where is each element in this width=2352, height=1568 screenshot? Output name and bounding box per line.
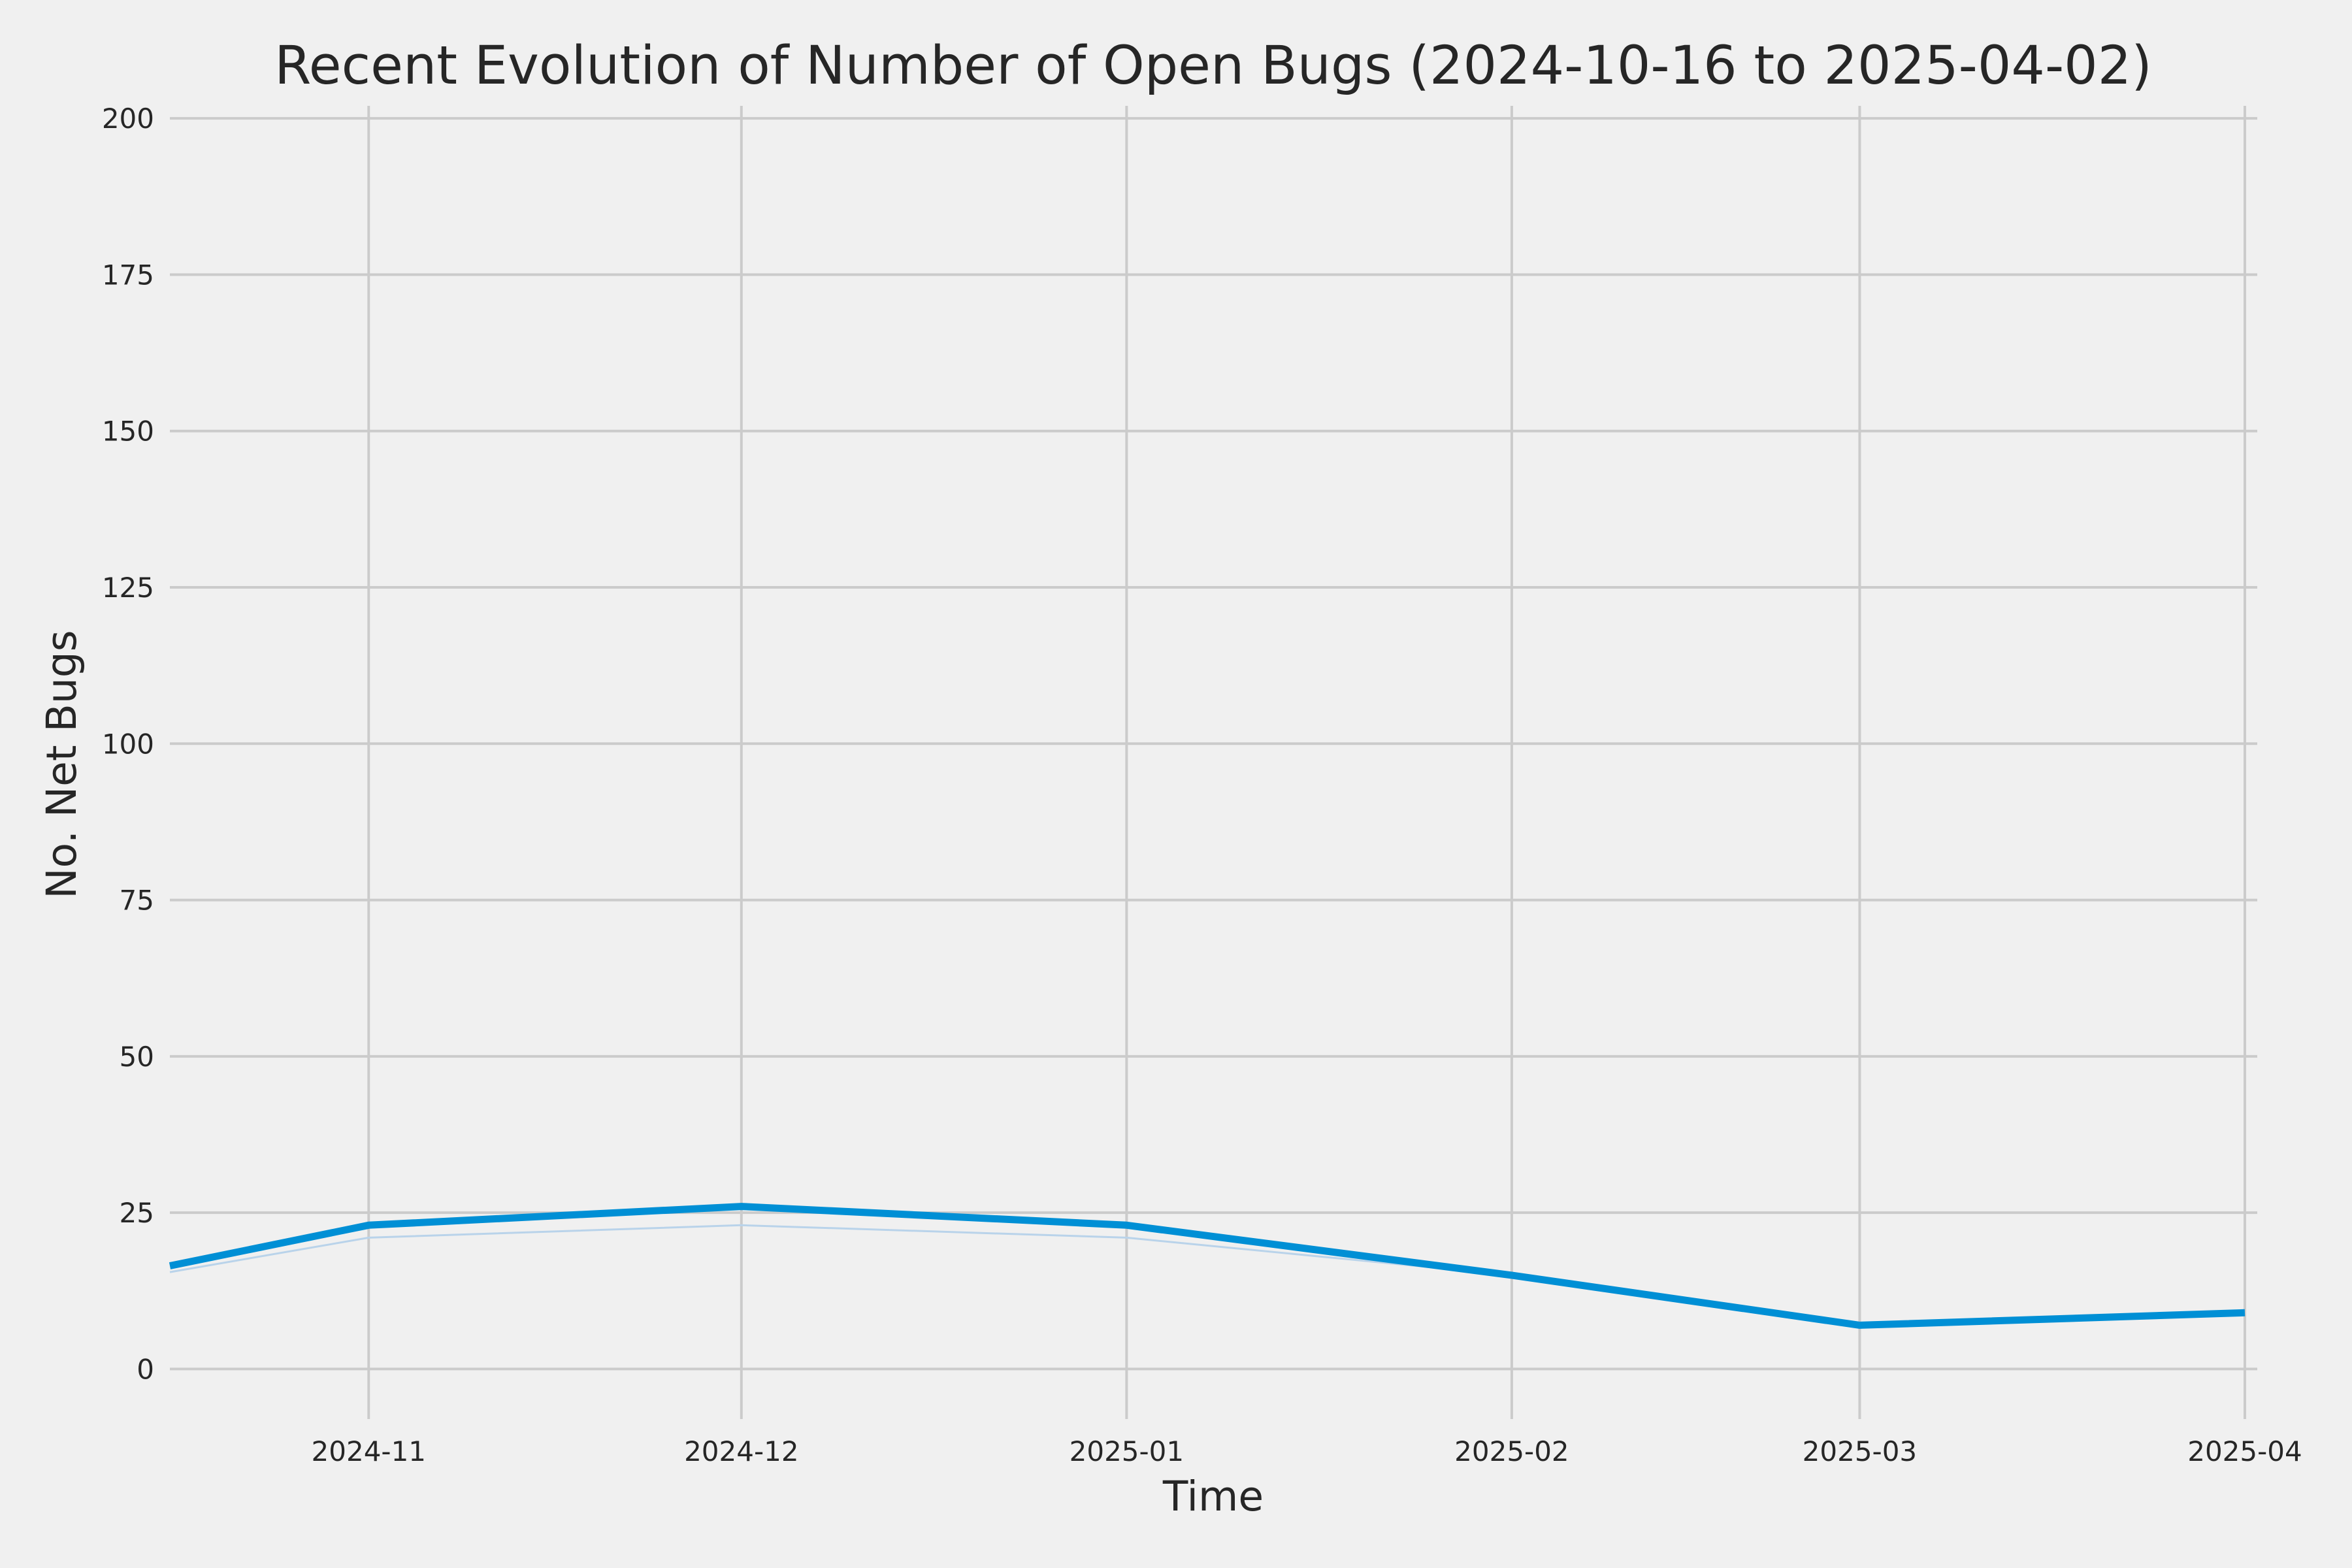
x-tick-label: 2025-01 (1070, 1435, 1184, 1467)
x-tick-label: 2025-04 (2187, 1435, 2302, 1467)
x-axis-label: Time (1162, 1473, 1264, 1520)
x-tick-label: 2024-12 (684, 1435, 799, 1467)
y-axis-label: No. Net Bugs (38, 630, 86, 898)
y-tick-label: 200 (102, 103, 154, 135)
y-tick-label: 175 (102, 259, 154, 291)
x-gridlines (367, 106, 2246, 1419)
y-tick-labels: 0 25 50 75 100 125 150 175 200 (102, 103, 154, 1385)
series-layer (169, 1203, 2246, 1329)
y-gridlines (170, 117, 2257, 1371)
y-tick-label: 25 (120, 1197, 154, 1229)
x-tick-labels: 2024-11 2024-12 2025-01 2025-02 2025-03 2025-… (312, 1435, 2302, 1467)
x-tick-label: 2025-02 (1454, 1435, 1569, 1467)
y-tick-label: 50 (120, 1041, 154, 1073)
main-series-line (169, 1203, 2246, 1329)
y-tick-label: 75 (120, 885, 154, 917)
chart-title: Recent Evolution of Number of Open Bugs … (274, 35, 2152, 97)
y-tick-label: 0 (137, 1353, 154, 1385)
y-tick-label: 150 (102, 416, 154, 448)
x-tick-label: 2025-03 (1803, 1435, 1918, 1467)
faint-series-line (169, 1224, 2246, 1326)
y-tick-label: 125 (102, 572, 154, 604)
x-tick-label: 2024-11 (312, 1435, 427, 1467)
y-tick-label: 100 (102, 728, 154, 760)
